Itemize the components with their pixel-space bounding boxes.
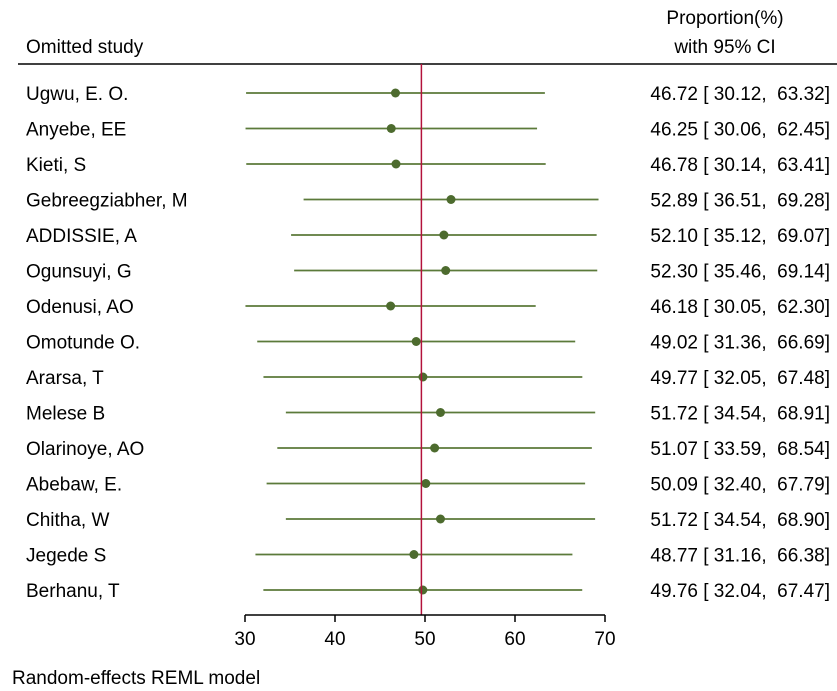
estimate-text: 46.72 [ 30.12, 63.32] xyxy=(650,84,830,105)
study-label: Abebaw, E. xyxy=(26,475,122,496)
estimate-text: 46.25 [ 30.06, 62.45] xyxy=(650,120,830,141)
study-label: Chitha, W xyxy=(26,510,109,531)
study-label: Melese B xyxy=(26,404,105,425)
study-row: Berhanu, T 49.76 [ 32.04, 67.47] xyxy=(26,581,830,602)
estimate-text: 49.02 [ 31.36, 66.69] xyxy=(650,333,830,354)
header-omitted-study: Omitted study xyxy=(26,37,144,58)
study-row: Jegede S 48.77 [ 31.16, 66.38] xyxy=(26,546,830,567)
study-label: Ogunsuyi, G xyxy=(26,262,132,283)
estimate-text: 51.07 [ 33.59, 68.54] xyxy=(650,439,830,460)
header-with-ci: with 95% CI xyxy=(673,37,775,58)
study-row: Melese B 51.72 [ 34.54, 68.91] xyxy=(26,404,830,425)
estimate-text: 51.72 [ 34.54, 68.91] xyxy=(650,404,830,425)
footnote: Random-effects REML model xyxy=(12,668,260,689)
study-row: Omotunde O. 49.02 [ 31.36, 66.69] xyxy=(26,333,830,354)
point-estimate xyxy=(441,266,451,275)
x-tick-label: 60 xyxy=(504,629,525,650)
point-estimate xyxy=(418,585,428,595)
estimate-text: 49.77 [ 32.05, 67.48] xyxy=(650,368,830,389)
estimate-text: 46.18 [ 30.05, 62.30] xyxy=(650,297,830,318)
study-label: Kieti, S xyxy=(26,155,86,176)
study-row: Odenusi, AO 46.18 [ 30.05, 62.30] xyxy=(26,297,830,318)
x-tick-label: 30 xyxy=(234,629,255,650)
study-row: Abebaw, E. 50.09 [ 32.40, 67.79] xyxy=(26,475,830,496)
point-estimate xyxy=(435,514,445,524)
point-estimate xyxy=(390,88,400,98)
x-tick-label: 40 xyxy=(324,629,345,650)
point-estimate xyxy=(435,408,445,417)
study-row: Ararsa, T 49.77 [ 32.05, 67.48] xyxy=(26,368,830,389)
point-estimate xyxy=(391,159,401,169)
study-row: Kieti, S 46.78 [ 30.14, 63.41] xyxy=(26,155,830,176)
study-label: Berhanu, T xyxy=(26,581,120,602)
estimate-text: 46.78 [ 30.14, 63.41] xyxy=(650,155,830,176)
estimate-text: 52.30 [ 35.46, 69.14] xyxy=(650,262,830,283)
point-estimate xyxy=(418,372,428,382)
study-label: Omotunde O. xyxy=(26,333,140,354)
study-row: Anyebe, EE 46.25 [ 30.06, 62.45] xyxy=(26,120,830,141)
study-row: ADDISSIE, A 52.10 [ 35.12, 69.07] xyxy=(26,226,830,247)
x-tick-label: 70 xyxy=(594,629,615,650)
estimate-text: 52.89 [ 36.51, 69.28] xyxy=(650,191,830,212)
point-estimate xyxy=(386,301,396,311)
point-estimate xyxy=(439,230,449,240)
estimate-text: 50.09 [ 32.40, 67.79] xyxy=(650,475,830,496)
study-row: Ugwu, E. O. 46.72 [ 30.12, 63.32] xyxy=(26,84,830,105)
estimate-text: 52.10 [ 35.12, 69.07] xyxy=(650,226,830,247)
study-label: Ugwu, E. O. xyxy=(26,84,128,105)
study-label: Gebreegziabher, M xyxy=(26,191,188,212)
estimate-text: 49.76 [ 32.04, 67.47] xyxy=(650,581,830,602)
x-axis: 30 40 50 60 70 xyxy=(234,614,616,650)
study-row: Ogunsuyi, G 52.30 [ 35.46, 69.14] xyxy=(26,262,830,283)
point-estimate xyxy=(386,124,396,133)
study-label: Odenusi, AO xyxy=(26,297,134,318)
point-estimate xyxy=(409,550,419,559)
point-estimate xyxy=(430,443,440,453)
study-row: Olarinoye, AO 51.07 [ 33.59, 68.54] xyxy=(26,439,830,460)
point-estimate xyxy=(421,479,431,488)
study-label: Anyebe, EE xyxy=(26,120,126,141)
study-row: Chitha, W 51.72 [ 34.54, 68.90] xyxy=(26,510,830,531)
study-rows: Ugwu, E. O. 46.72 [ 30.12, 63.32] Anyebe, … xyxy=(26,84,830,602)
header-proportion: Proportion(%) xyxy=(666,8,783,29)
study-label: Olarinoye, AO xyxy=(26,439,144,460)
study-label: Ararsa, T xyxy=(26,368,104,389)
estimate-text: 48.77 [ 31.16, 66.38] xyxy=(650,546,830,567)
study-row: Gebreegziabher, M 52.89 [ 36.51, 69.28] xyxy=(26,191,830,212)
x-tick-label: 50 xyxy=(414,629,435,650)
estimate-text: 51.72 [ 34.54, 68.90] xyxy=(650,510,830,531)
point-estimate xyxy=(446,195,456,204)
study-label: ADDISSIE, A xyxy=(26,226,137,247)
point-estimate xyxy=(411,337,421,346)
study-label: Jegede S xyxy=(26,546,106,567)
